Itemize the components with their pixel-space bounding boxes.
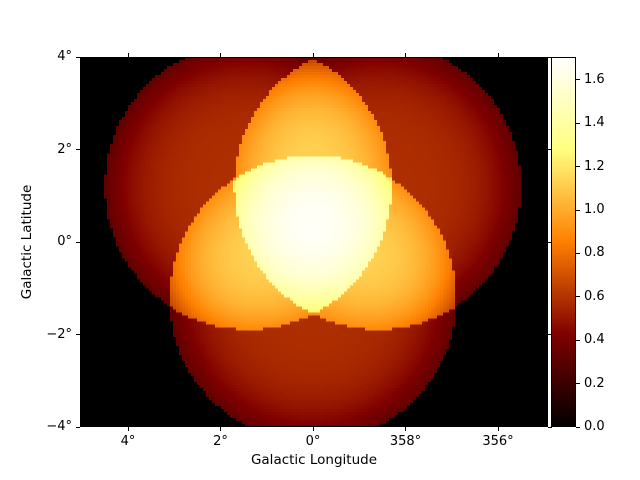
colorbar-tick-label: 0.8 bbox=[584, 245, 605, 261]
colorbar-tick-mark bbox=[576, 339, 580, 341]
x-tick-label: 0° bbox=[305, 434, 321, 449]
colorbar-tick-mark bbox=[576, 426, 580, 428]
colorbar-tick-label: 0.6 bbox=[584, 288, 605, 304]
colorbar-tick-label: 1.6 bbox=[584, 71, 605, 87]
colorbar-tick-label: 0.2 bbox=[584, 375, 605, 391]
colorbar-tick-mark bbox=[576, 252, 580, 254]
colorbar-tick-label: 1.0 bbox=[584, 202, 605, 218]
y-tick-label: −2° bbox=[46, 326, 72, 342]
y-axis-label: Galactic Latitude bbox=[19, 184, 35, 300]
y-tick-label: 2° bbox=[57, 141, 72, 157]
colorbar-tick-mark bbox=[576, 79, 580, 81]
x-axis-label: Galactic Longitude bbox=[250, 452, 378, 468]
x-tick-mark bbox=[405, 427, 406, 431]
x-tick-mark bbox=[312, 427, 314, 431]
colorbar-tick-mark bbox=[576, 166, 580, 168]
colorbar-tick-label: 1.4 bbox=[584, 115, 605, 131]
y-tick-label: −4° bbox=[46, 419, 72, 434]
x-tick-label: 356° bbox=[482, 434, 514, 449]
x-tick-mark bbox=[220, 427, 221, 431]
x-tick-mark bbox=[127, 427, 129, 431]
colorbar-tick-mark bbox=[576, 383, 580, 385]
x-tick-label: 358° bbox=[389, 434, 422, 449]
sky-map-heatmap bbox=[80, 57, 548, 427]
colorbar-gradient bbox=[551, 57, 576, 427]
x-tick-label: 4° bbox=[120, 434, 136, 449]
colorbar-tick-label: 0.4 bbox=[584, 332, 605, 348]
colorbar-tick-mark bbox=[576, 209, 580, 211]
colorbar-tick-mark bbox=[576, 296, 580, 298]
colorbar-tick-label: 1.2 bbox=[584, 158, 605, 174]
x-tick-label: 2° bbox=[213, 434, 228, 449]
y-tick-label: 4° bbox=[57, 49, 72, 64]
colorbar-tick-mark bbox=[576, 122, 580, 124]
colorbar-tick-label: 0.0 bbox=[584, 419, 605, 434]
x-tick-mark bbox=[497, 427, 499, 431]
